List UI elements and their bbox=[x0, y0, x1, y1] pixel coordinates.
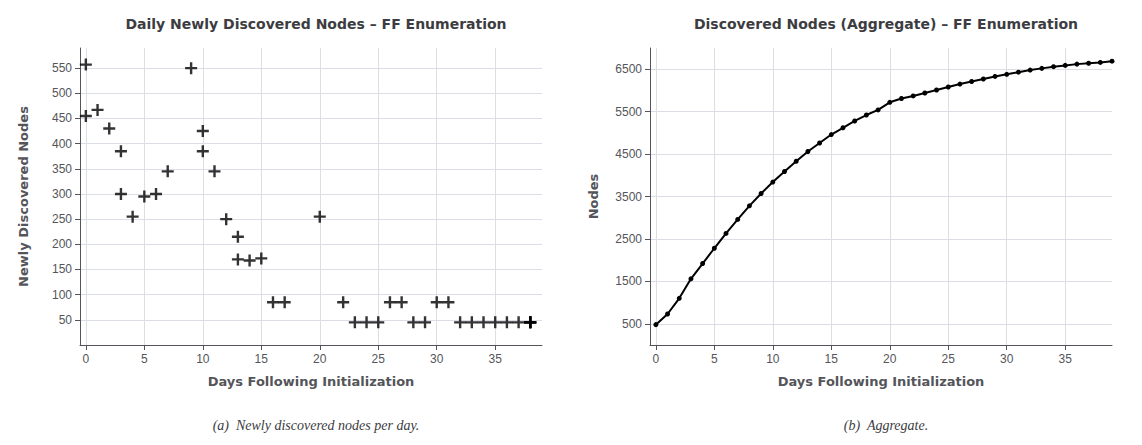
svg-text:30: 30 bbox=[1000, 352, 1014, 366]
svg-text:150: 150 bbox=[52, 262, 72, 276]
svg-text:450: 450 bbox=[52, 111, 72, 125]
svg-text:550: 550 bbox=[52, 61, 72, 75]
svg-text:0: 0 bbox=[83, 352, 90, 366]
svg-text:100: 100 bbox=[52, 288, 72, 302]
svg-text:15: 15 bbox=[825, 352, 839, 366]
svg-text:Newly Discovered Nodes: Newly Discovered Nodes bbox=[16, 106, 31, 287]
svg-text:400: 400 bbox=[52, 137, 72, 151]
svg-text:500: 500 bbox=[622, 317, 642, 331]
svg-text:5: 5 bbox=[141, 352, 148, 366]
svg-text:3500: 3500 bbox=[615, 190, 642, 204]
svg-text:50: 50 bbox=[59, 313, 73, 327]
svg-text:500: 500 bbox=[52, 86, 72, 100]
svg-text:Nodes: Nodes bbox=[586, 173, 601, 219]
svg-text:5500: 5500 bbox=[615, 105, 642, 119]
svg-text:Days Following Initialization: Days Following Initialization bbox=[778, 374, 985, 389]
svg-text:(a) Newly discovered nodes pe: (a) Newly discovered nodes per day. bbox=[213, 418, 420, 434]
svg-text:250: 250 bbox=[52, 212, 72, 226]
svg-text:20: 20 bbox=[883, 352, 897, 366]
svg-text:10: 10 bbox=[196, 352, 210, 366]
svg-text:25: 25 bbox=[942, 352, 956, 366]
svg-text:35: 35 bbox=[1059, 352, 1073, 366]
svg-text:2500: 2500 bbox=[615, 232, 642, 246]
svg-text:1500: 1500 bbox=[615, 274, 642, 288]
svg-text:Daily Newly Discovered Nodes –: Daily Newly Discovered Nodes – FF Enumer… bbox=[125, 16, 506, 32]
svg-text:200: 200 bbox=[52, 237, 72, 251]
svg-text:5: 5 bbox=[711, 352, 718, 366]
svg-text:300: 300 bbox=[52, 187, 72, 201]
svg-text:350: 350 bbox=[52, 162, 72, 176]
svg-text:0: 0 bbox=[653, 352, 660, 366]
svg-text:15: 15 bbox=[255, 352, 269, 366]
svg-text:10: 10 bbox=[766, 352, 780, 366]
svg-text:4500: 4500 bbox=[615, 147, 642, 161]
svg-text:25: 25 bbox=[372, 352, 386, 366]
svg-text:35: 35 bbox=[489, 352, 503, 366]
svg-text:20: 20 bbox=[313, 352, 327, 366]
svg-text:Discovered Nodes (Aggregate) –: Discovered Nodes (Aggregate) – FF Enumer… bbox=[694, 16, 1078, 32]
svg-text:Days Following Initialization: Days Following Initialization bbox=[208, 374, 415, 389]
svg-text:6500: 6500 bbox=[615, 62, 642, 76]
svg-text:(b) Aggregate.: (b) Aggregate. bbox=[844, 418, 928, 434]
svg-text:30: 30 bbox=[430, 352, 444, 366]
